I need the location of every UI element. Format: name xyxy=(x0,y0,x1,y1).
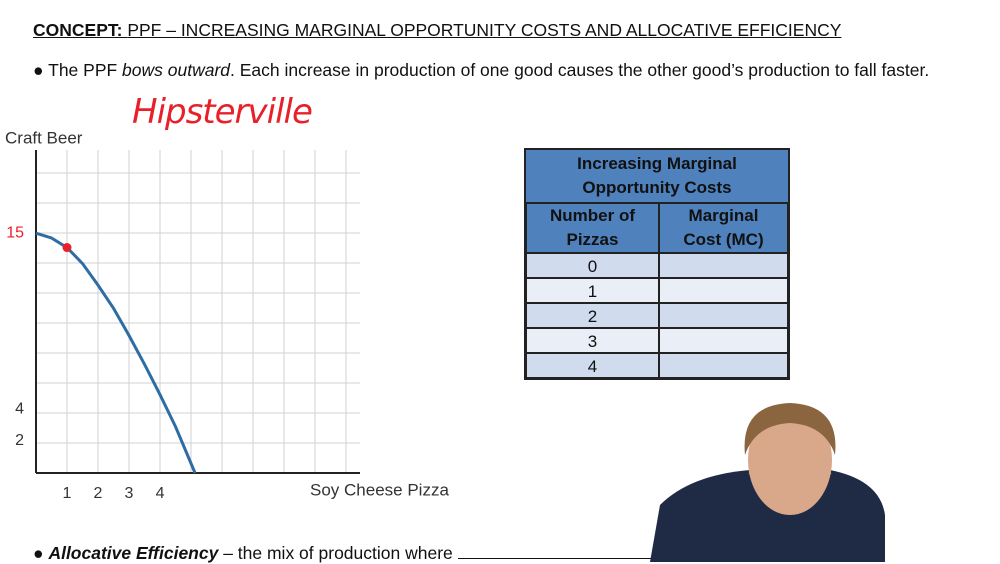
presenter-video xyxy=(650,403,885,562)
bullet: ● Allocative Efficiency – the mix of pro… xyxy=(33,543,658,564)
empty-cell xyxy=(659,278,788,303)
column-header: Marginal Cost (MC) xyxy=(659,203,788,253)
x-axis-label: Soy Cheese Pizza xyxy=(310,480,449,499)
table-row: 2 xyxy=(526,303,788,328)
text: The PPF xyxy=(48,60,123,80)
ppf-chart: Craft Beer Soy Cheese Pizza 1 2 3 4 2 4 15 xyxy=(5,128,449,502)
empty-cell xyxy=(659,253,788,278)
x-tick-label: 3 xyxy=(125,485,134,502)
header: CONCEPT: PPF – INCREASING MARGINAL OPPOR… xyxy=(33,20,841,41)
blank-line xyxy=(457,558,658,559)
ppf-curve xyxy=(35,231,197,474)
table-row: 1 xyxy=(526,278,788,303)
table: Increasing Marginal Opportunity Costs Nu… xyxy=(524,148,790,380)
cell: 0 xyxy=(526,253,659,278)
text: – the mix of production where xyxy=(218,543,453,563)
y-tick-label: 15 xyxy=(6,224,24,241)
table-row: 4 xyxy=(526,353,788,378)
point xyxy=(62,243,72,253)
header-label: CONCEPT: xyxy=(33,20,123,40)
column-header: Number of Pizzas xyxy=(526,203,659,253)
header-title: PPF – INCREASING MARGINAL OPPORTUNITY CO… xyxy=(127,20,842,40)
shirt xyxy=(650,470,885,562)
text: Allocative Efficiency xyxy=(48,543,219,563)
empty-cell xyxy=(659,328,788,353)
table-row: 0 xyxy=(526,253,788,278)
empty-cell xyxy=(659,353,788,378)
x-tick-label: 4 xyxy=(156,485,165,502)
text: . Each increase in production of one goo… xyxy=(230,60,930,80)
cell: 3 xyxy=(526,328,659,353)
empty-cell xyxy=(659,303,788,328)
y-tick-label: 4 xyxy=(15,400,24,417)
cell: 2 xyxy=(526,303,659,328)
handwritten-annotation: Hipsterville xyxy=(132,92,313,132)
bullet: ● The PPF bows outward. Each increase in… xyxy=(33,60,930,80)
face xyxy=(748,405,832,515)
cell: 1 xyxy=(526,278,659,303)
table-row: 3 xyxy=(526,328,788,353)
cell: 4 xyxy=(526,353,659,378)
table-title: Increasing Marginal Opportunity Costs xyxy=(526,150,788,203)
y-tick-label: 2 xyxy=(15,432,24,449)
y-axis-label: Craft Beer xyxy=(5,128,83,147)
header-row: Number of Pizzas Marginal Cost (MC) xyxy=(526,203,788,253)
text: bows outward xyxy=(122,60,231,80)
x-tick-label: 2 xyxy=(94,485,103,502)
hair xyxy=(744,403,836,455)
x-tick-label: 1 xyxy=(63,485,72,502)
